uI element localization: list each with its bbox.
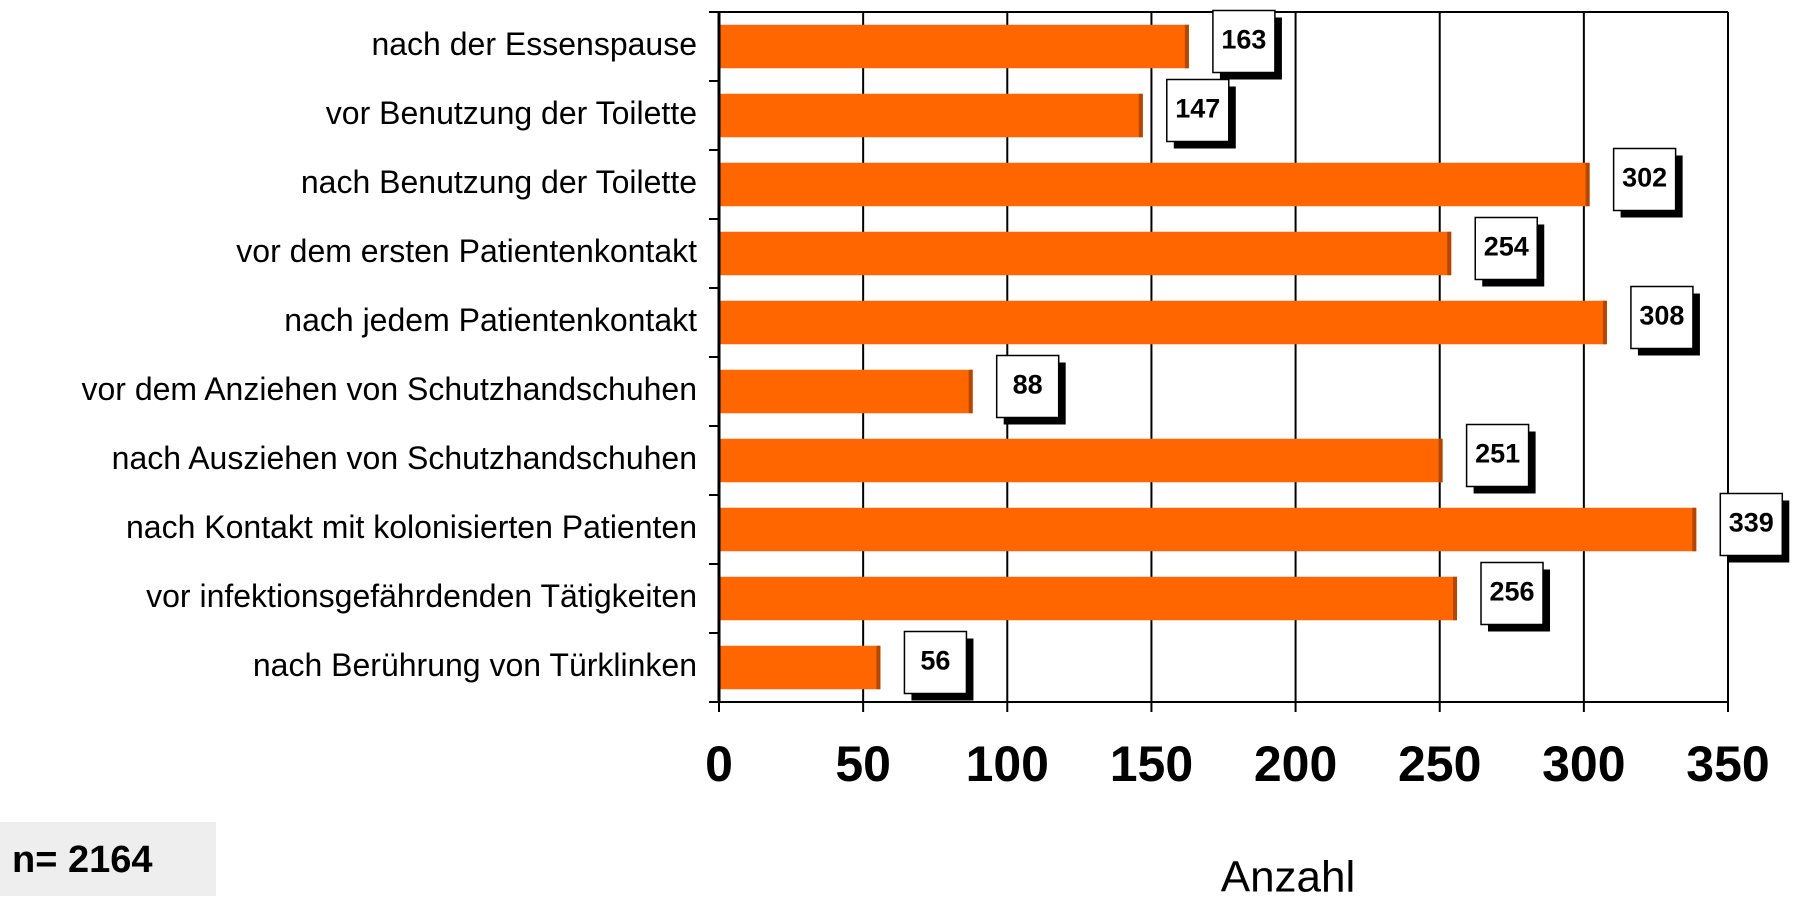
x-tick-label: 250	[1398, 736, 1481, 792]
label-box	[1630, 285, 1694, 350]
value-label: 254	[1484, 232, 1529, 262]
x-axis-label: Anzahl	[1221, 853, 1356, 902]
label-box	[1719, 492, 1784, 557]
value-label: 88	[1013, 370, 1043, 400]
y-tick-label: vor dem ersten Patientenkontakt	[236, 233, 697, 269]
value-label: 147	[1175, 94, 1220, 124]
bar-edge	[968, 369, 973, 414]
bar	[719, 24, 1189, 69]
y-tick-label: nach Berührung von Türklinken	[253, 647, 697, 683]
value-label: 56	[920, 646, 950, 676]
bar-edge	[1447, 231, 1452, 276]
bar	[719, 645, 881, 690]
bar	[719, 369, 973, 414]
value-label: 339	[1729, 508, 1774, 538]
bar-edge	[1602, 300, 1607, 345]
bar-edge	[1692, 507, 1697, 552]
bar-edge	[1585, 162, 1590, 207]
label-box	[1212, 9, 1276, 74]
note-box	[0, 822, 216, 896]
x-tick-label: 150	[1110, 736, 1193, 792]
bar-edge	[876, 645, 881, 690]
x-tick-label: 200	[1254, 736, 1337, 792]
y-tick-label: nach Ausziehen von Schutzhandschuhen	[112, 440, 697, 476]
annotation: n= 2164	[12, 839, 153, 881]
label-box	[1465, 423, 1530, 488]
x-tick-label: 50	[835, 736, 891, 792]
bar	[719, 162, 1590, 207]
x-tick-label: 300	[1542, 736, 1625, 792]
y-tick-label: nach Kontakt mit kolonisierten Patienten	[126, 509, 697, 545]
value-label: 251	[1475, 439, 1520, 469]
value-label: 256	[1489, 577, 1534, 607]
bar-edge	[1138, 93, 1143, 138]
label-box	[1166, 78, 1230, 143]
x-tick-label: 350	[1686, 736, 1769, 792]
bar	[719, 300, 1607, 345]
x-tick-label: 100	[966, 736, 1049, 792]
label-box	[1480, 561, 1544, 626]
value-label: 302	[1622, 163, 1667, 193]
y-tick-label: vor infektionsgefährdenden Tätigkeiten	[146, 578, 697, 614]
y-tick-label: nach Benutzung der Toilette	[301, 164, 697, 200]
y-tick-label: vor Benutzung der Toilette	[326, 95, 697, 131]
label-box	[903, 630, 968, 695]
label-box	[1474, 216, 1538, 281]
bar	[719, 93, 1143, 138]
y-tick-label: nach der Essenspause	[371, 26, 697, 62]
bar-edge	[1438, 438, 1443, 483]
value-label: 308	[1639, 301, 1684, 331]
bar	[719, 507, 1697, 552]
bar-edge	[1453, 576, 1458, 621]
y-tick-label: vor dem Anziehen von Schutzhandschuhen	[81, 371, 697, 407]
label-box	[1612, 147, 1677, 212]
bar-edge	[1184, 24, 1189, 69]
y-tick-label: nach jedem Patientenkontakt	[284, 302, 697, 338]
bar	[719, 576, 1458, 621]
bar	[719, 231, 1452, 276]
value-label: 163	[1221, 25, 1266, 55]
label-box	[995, 354, 1060, 419]
x-tick-label: 0	[705, 736, 733, 792]
bar	[719, 438, 1443, 483]
